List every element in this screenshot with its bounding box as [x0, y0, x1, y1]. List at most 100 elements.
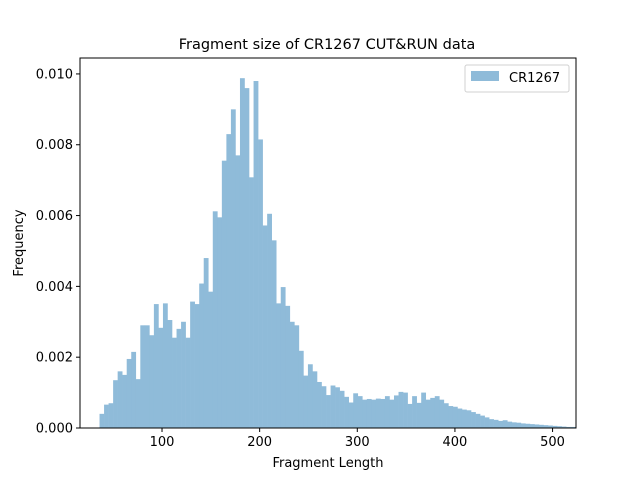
y-axis-ticks: 0.000 0.002 0.004 0.006 0.008 0.010 [36, 67, 80, 437]
histogram-bar [280, 287, 286, 428]
histogram-bar [208, 291, 214, 428]
histogram-bar [366, 398, 372, 428]
histogram-bar [262, 225, 268, 428]
histogram-bar [552, 425, 558, 428]
histogram-bar [493, 419, 499, 428]
histogram-bar [538, 424, 544, 428]
histogram-bar [230, 109, 236, 428]
histogram-bar [271, 240, 277, 428]
histogram-bar [330, 385, 336, 428]
legend: CR1267 [464, 64, 570, 93]
histogram-bar [276, 303, 282, 428]
histogram-bar [158, 327, 164, 428]
histogram-bar [371, 399, 377, 428]
histogram-bar [316, 381, 322, 428]
y-tick-label: 0.006 [36, 209, 73, 224]
histogram-bar [461, 409, 467, 428]
histogram-bar [489, 419, 494, 428]
histogram-bar [466, 410, 472, 428]
histogram-bar [185, 337, 191, 428]
histogram-bar [416, 402, 422, 428]
histogram-bar [321, 386, 327, 428]
y-axis-label: Frequency [12, 209, 27, 276]
histogram-bar [253, 81, 259, 428]
x-tick-label: 500 [540, 435, 565, 450]
histogram-bar [471, 412, 476, 428]
histogram-bar [407, 403, 413, 428]
histogram-bar [140, 325, 146, 428]
histogram-bar [525, 423, 531, 428]
histogram-bar [117, 371, 123, 428]
histogram-bar [122, 374, 128, 428]
histogram-bar [135, 379, 141, 428]
histogram-bar [167, 320, 173, 428]
histogram-bar [520, 423, 526, 428]
histogram-bar [226, 134, 232, 428]
histogram-bar [452, 406, 458, 428]
histogram-bar [108, 403, 114, 428]
histogram-bar [430, 397, 436, 428]
histogram-bar [172, 337, 177, 428]
histogram-bar [425, 399, 431, 428]
histogram-bar [511, 422, 517, 428]
histogram-bar [529, 424, 535, 428]
histogram-bar [176, 328, 182, 428]
histogram-bar [384, 396, 390, 428]
histogram-bar [412, 396, 417, 428]
histogram-bar [439, 399, 445, 428]
histogram-bar [267, 213, 272, 428]
x-tick-label: 100 [150, 435, 175, 450]
histogram-bar [153, 304, 159, 428]
histogram-bar [502, 420, 508, 428]
histogram-bar [113, 380, 118, 428]
histogram-bar [353, 393, 359, 428]
histogram-bar [307, 364, 313, 428]
chart-title: Fragment size of CR1267 CUT&RUN data [179, 37, 476, 53]
histogram-bar [303, 375, 309, 428]
histogram-bar [548, 425, 553, 428]
histogram-bar [516, 422, 522, 428]
histogram-bar [199, 283, 205, 428]
histogram-bar [507, 421, 513, 428]
histogram-bar [221, 160, 227, 428]
histogram-bar [375, 398, 381, 428]
histogram-bar [258, 139, 263, 428]
x-tick-label: 300 [345, 435, 370, 450]
histogram-bar [131, 351, 137, 428]
histogram-bars [99, 78, 576, 429]
histogram-bar [394, 395, 399, 428]
histogram-bar [289, 321, 295, 428]
histogram-bar [335, 387, 340, 428]
histogram-bar [480, 415, 485, 428]
histogram-bar [498, 420, 504, 428]
histogram-bar [149, 335, 155, 428]
legend-label: CR1267 [509, 71, 560, 86]
histogram-bar [543, 425, 549, 428]
histogram-bar [457, 408, 463, 428]
histogram-bar [534, 424, 540, 428]
histogram-bar [566, 426, 571, 428]
histogram-bar [448, 406, 454, 428]
histogram-bar [348, 402, 354, 428]
histogram-bar [326, 395, 331, 428]
histogram-bar [217, 217, 223, 428]
plot-frame [79, 57, 577, 429]
histogram-bar [475, 413, 481, 428]
histogram-bar [244, 88, 250, 428]
histogram-bar [398, 391, 404, 428]
histogram-bar [99, 413, 105, 428]
y-tick-label: 0.002 [36, 351, 73, 366]
histogram-bar [344, 396, 349, 428]
histogram-bar [294, 325, 300, 428]
histogram-bar [312, 371, 318, 428]
histogram-bar [285, 305, 291, 428]
histogram-bar [403, 392, 408, 428]
y-tick-label: 0.000 [36, 422, 73, 437]
x-axis-label: Fragment Length [272, 456, 383, 471]
histogram-bar [194, 304, 200, 428]
histogram-bar [557, 426, 562, 428]
histogram-bar [144, 325, 150, 428]
histogram-bar [104, 404, 109, 428]
histogram-bar [249, 177, 254, 428]
y-tick-label: 0.004 [36, 280, 73, 295]
